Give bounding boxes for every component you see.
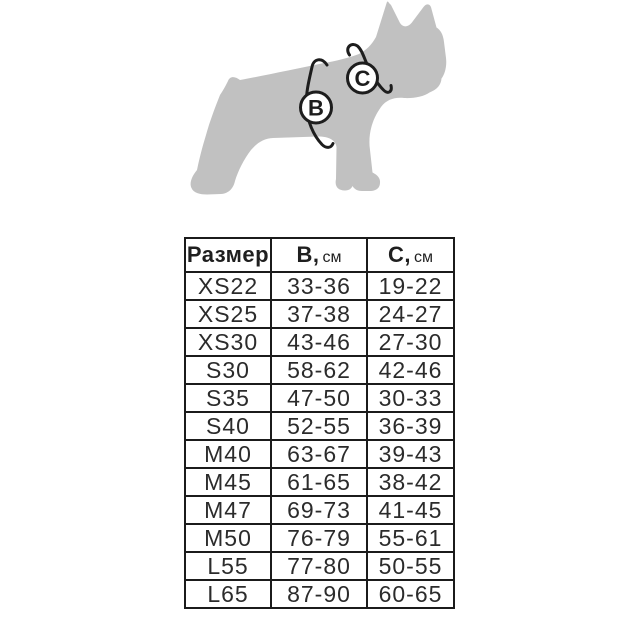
size-cell: XS22	[184, 271, 272, 301]
b-cell: 37-38	[270, 299, 368, 329]
header-c-unit: см	[414, 249, 433, 266]
header-b-unit: см	[322, 249, 342, 266]
dog-measurement-diagram: B C	[190, 1, 447, 195]
table-row: S40 52-55 36-39	[184, 411, 455, 441]
b-cell: 63-67	[270, 439, 368, 469]
table-row: S35 47-50 30-33	[184, 383, 455, 413]
size-table: Размер B, см C, см XS22 33-36 19-22 XS25 3…	[184, 237, 455, 609]
size-cell: M40	[184, 439, 272, 469]
table-row: XS22 33-36 19-22	[184, 271, 455, 301]
header-c-letter: C,	[388, 242, 411, 267]
size-cell: L55	[184, 551, 272, 581]
c-cell: 39-43	[366, 439, 455, 469]
b-cell: 58-62	[270, 355, 368, 385]
size-cell: M45	[184, 467, 272, 497]
size-cell: S40	[184, 411, 272, 441]
c-cell: 38-42	[366, 467, 455, 497]
table-row: M40 63-67 39-43	[184, 439, 455, 469]
c-cell: 42-46	[366, 355, 455, 385]
table-row: M50 76-79 55-61	[184, 523, 455, 553]
table-header-row: Размер B, см C, см	[184, 237, 455, 273]
b-cell: 87-90	[270, 579, 368, 609]
marker-c-label: C	[355, 66, 371, 91]
size-cell: S35	[184, 383, 272, 413]
table-row: XS25 37-38 24-27	[184, 299, 455, 329]
header-b-letter: B,	[296, 242, 320, 267]
b-cell: 77-80	[270, 551, 368, 581]
size-cell: L65	[184, 579, 272, 609]
header-b: B, см	[270, 237, 368, 273]
c-cell: 24-27	[366, 299, 455, 329]
table-row: L65 87-90 60-65	[184, 579, 455, 609]
c-cell: 30-33	[366, 383, 455, 413]
header-c: C, см	[366, 237, 455, 273]
marker-b-label: B	[308, 96, 324, 121]
c-cell: 36-39	[366, 411, 455, 441]
b-cell: 69-73	[270, 495, 368, 525]
b-cell: 43-46	[270, 327, 368, 357]
size-cell: XS30	[184, 327, 272, 357]
table-row: XS30 43-46 27-30	[184, 327, 455, 357]
table-row: M45 61-65 38-42	[184, 467, 455, 497]
c-cell: 27-30	[366, 327, 455, 357]
table-row: L55 77-80 50-55	[184, 551, 455, 581]
c-cell: 50-55	[366, 551, 455, 581]
marker-b-circle	[299, 90, 333, 125]
b-cell: 61-65	[270, 467, 368, 497]
b-cell: 47-50	[270, 383, 368, 413]
size-cell: S30	[184, 355, 272, 385]
c-cell: 19-22	[366, 271, 455, 301]
size-cell: XS25	[184, 299, 272, 329]
marker-c-circle	[346, 61, 379, 95]
c-cell: 60-65	[366, 579, 455, 609]
table-row: M47 69-73 41-45	[184, 495, 455, 525]
c-cell: 41-45	[366, 495, 455, 525]
b-cell: 33-36	[270, 271, 368, 301]
size-cell: M47	[184, 495, 272, 525]
b-cell: 76-79	[270, 523, 368, 553]
c-cell: 55-61	[366, 523, 455, 553]
table-row: S30 58-62 42-46	[184, 355, 455, 385]
size-cell: M50	[184, 523, 272, 553]
header-size: Размер	[184, 237, 272, 273]
b-cell: 52-55	[270, 411, 368, 441]
